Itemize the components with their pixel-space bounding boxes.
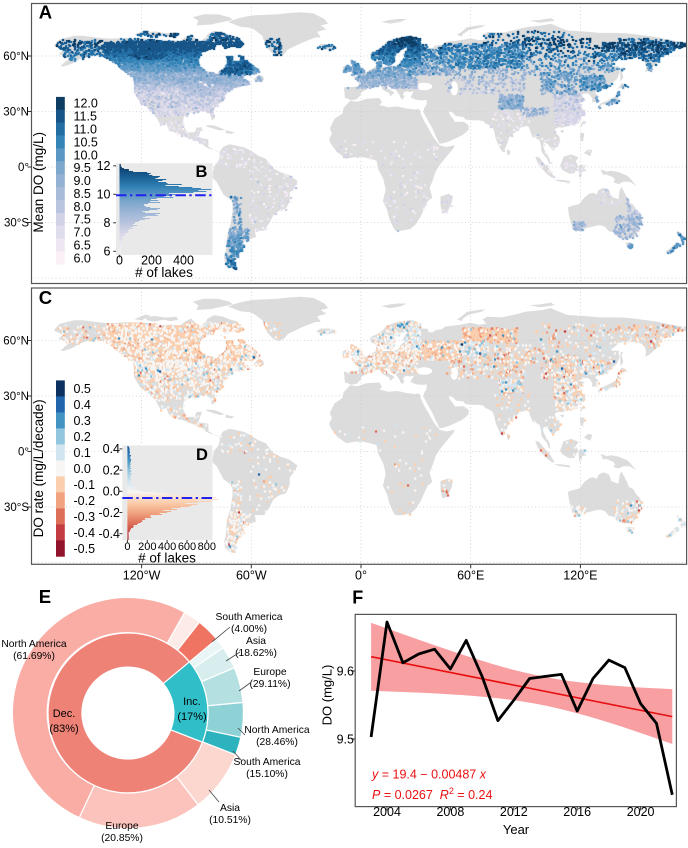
svg-text:8.0: 8.0: [74, 200, 91, 214]
svg-text:(83%): (83%): [49, 723, 78, 735]
svg-text:DO rate (mg/L/decade): DO rate (mg/L/decade): [31, 399, 46, 537]
svg-text:9.0: 9.0: [74, 174, 91, 188]
svg-text:9.5: 9.5: [74, 161, 91, 175]
svg-text:0.1: 0.1: [74, 446, 91, 460]
svg-text:Europe: Europe: [253, 667, 286, 678]
svg-text:P = 0.0267 R2 = 0.24: P = 0.0267 R2 = 0.24: [372, 786, 492, 802]
svg-text:B: B: [196, 163, 208, 181]
svg-text:11.5: 11.5: [74, 110, 97, 124]
svg-text:12: 12: [97, 159, 111, 173]
svg-text:2020: 2020: [627, 805, 655, 819]
svg-text:F: F: [352, 588, 363, 608]
svg-text:800: 800: [198, 541, 216, 553]
svg-text:0: 0: [124, 541, 130, 553]
svg-text:-0.2: -0.2: [74, 494, 96, 508]
svg-text:# of lakes: # of lakes: [135, 265, 193, 280]
svg-text:0.5: 0.5: [74, 382, 91, 396]
svg-text:Asia: Asia: [220, 803, 240, 814]
svg-text:A: A: [39, 1, 52, 22]
svg-text:30°S: 30°S: [4, 218, 29, 230]
svg-text:0.0: 0.0: [103, 485, 120, 499]
svg-text:0: 0: [116, 254, 123, 268]
svg-text:9.6: 9.6: [337, 665, 354, 679]
svg-text:Year: Year: [503, 822, 530, 837]
svg-text:-0.4: -0.4: [74, 526, 96, 540]
svg-text:# of lakes: # of lakes: [138, 551, 196, 566]
svg-text:120°E: 120°E: [563, 568, 597, 582]
svg-text:(10.51%): (10.51%): [209, 815, 251, 826]
svg-text:120°W: 120°W: [123, 568, 161, 582]
svg-text:-0.1: -0.1: [74, 478, 96, 492]
svg-text:-0.2: -0.2: [98, 506, 120, 520]
svg-text:North America: North America: [244, 725, 310, 736]
svg-text:(18.62%): (18.62%): [235, 648, 277, 659]
svg-text:(29.11%): (29.11%): [249, 679, 290, 690]
svg-text:y = 19.4 − 0.00487 x: y = 19.4 − 0.00487 x: [371, 768, 487, 782]
svg-text:9.5: 9.5: [337, 733, 354, 747]
svg-text:Europe: Europe: [105, 821, 138, 832]
svg-text:0°: 0°: [18, 162, 29, 174]
svg-text:0.2: 0.2: [74, 430, 91, 444]
svg-text:30°N: 30°N: [3, 391, 29, 403]
svg-text:DO (mg/L): DO (mg/L): [320, 665, 335, 726]
svg-text:30°S: 30°S: [4, 502, 29, 514]
svg-text:0.2: 0.2: [103, 463, 120, 477]
svg-text:D: D: [196, 446, 208, 464]
svg-text:North America: North America: [1, 639, 67, 650]
svg-text:0°: 0°: [355, 568, 367, 582]
svg-text:10.0: 10.0: [74, 148, 98, 162]
svg-text:0°: 0°: [18, 447, 29, 459]
svg-text:-0.5: -0.5: [74, 542, 96, 556]
svg-text:7.0: 7.0: [74, 226, 91, 240]
svg-text:E: E: [39, 586, 51, 607]
svg-text:Inc.: Inc.: [183, 696, 201, 708]
svg-text:-0.3: -0.3: [74, 510, 96, 524]
svg-text:600: 600: [178, 541, 196, 553]
svg-text:10.5: 10.5: [74, 135, 98, 149]
svg-text:0.0: 0.0: [74, 462, 91, 476]
svg-text:(15.10%): (15.10%): [246, 769, 288, 780]
svg-text:30°N: 30°N: [3, 107, 29, 119]
svg-text:8.5: 8.5: [74, 187, 91, 201]
svg-text:7.5: 7.5: [74, 213, 91, 227]
svg-text:12.0: 12.0: [74, 97, 98, 111]
svg-text:South America: South America: [216, 612, 283, 623]
svg-text:60°N: 60°N: [3, 51, 29, 63]
svg-text:10: 10: [97, 188, 111, 202]
svg-text:8: 8: [104, 216, 111, 230]
svg-text:200: 200: [138, 541, 156, 553]
svg-text:(61.69%): (61.69%): [13, 651, 55, 662]
svg-text:400: 400: [173, 254, 194, 268]
svg-text:0.4: 0.4: [74, 398, 91, 412]
svg-text:Dec.: Dec.: [53, 708, 76, 720]
svg-text:60°E: 60°E: [457, 568, 484, 582]
svg-text:-0.4: -0.4: [98, 527, 120, 541]
svg-text:0.4: 0.4: [103, 442, 120, 456]
svg-text:C: C: [39, 287, 52, 308]
svg-text:2016: 2016: [563, 805, 591, 819]
svg-text:6: 6: [104, 245, 111, 259]
svg-text:6.0: 6.0: [74, 251, 91, 265]
svg-text:(17%): (17%): [177, 711, 206, 723]
svg-text:6.5: 6.5: [74, 238, 91, 252]
svg-text:60°W: 60°W: [236, 568, 267, 582]
svg-text:2004: 2004: [373, 805, 401, 819]
svg-text:60°N: 60°N: [3, 336, 29, 348]
svg-text:400: 400: [158, 541, 176, 553]
svg-text:0.3: 0.3: [74, 414, 91, 428]
svg-text:2008: 2008: [436, 805, 464, 819]
svg-text:200: 200: [141, 254, 162, 268]
svg-text:South America: South America: [234, 757, 301, 768]
svg-text:(28.46%): (28.46%): [256, 737, 298, 748]
svg-text:(20.85%): (20.85%): [101, 833, 143, 843]
svg-text:11.0: 11.0: [74, 123, 97, 137]
svg-text:Mean DO (mg/L): Mean DO (mg/L): [31, 132, 46, 233]
svg-text:2012: 2012: [500, 805, 528, 819]
svg-text:Asia: Asia: [246, 636, 266, 647]
svg-text:(4.00%): (4.00%): [231, 624, 267, 635]
